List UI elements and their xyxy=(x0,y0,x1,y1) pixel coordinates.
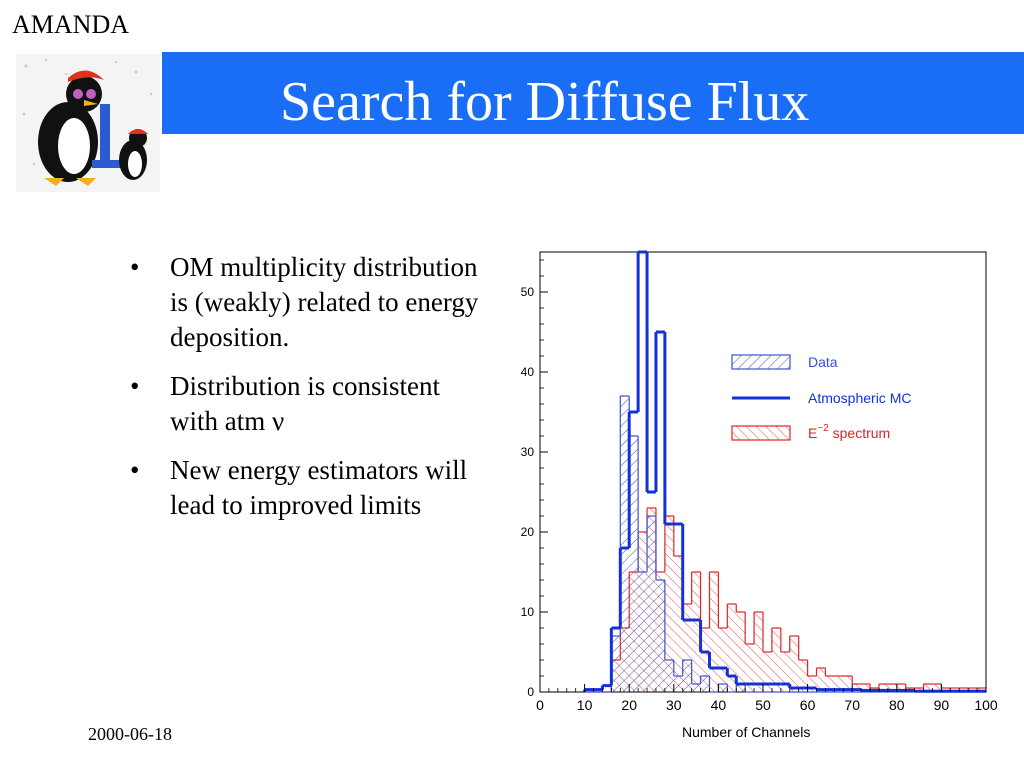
x-tick-label: 20 xyxy=(621,697,637,713)
x-tick-label: 40 xyxy=(711,697,727,713)
bullet-icon: • xyxy=(130,455,140,485)
bullet-item: • New energy estimators will lead to impr… xyxy=(130,453,490,523)
y-tick-label: 10 xyxy=(521,605,535,619)
y-tick-label: 20 xyxy=(521,525,535,539)
footer-date: 2000-06-18 xyxy=(88,724,172,744)
bullet-text: New energy estimators will lead to impro… xyxy=(170,455,468,520)
title-bar: Search for Diffuse Flux xyxy=(162,52,1024,134)
histogram-chart: 0 10 20 30 40 50 60 70 80 90 100 0 10 20 30 40 50 Data At… xyxy=(521,250,998,740)
atmospheric-mc-series xyxy=(583,250,986,693)
y-tick-label: 30 xyxy=(521,445,535,459)
legend-data-swatch xyxy=(731,354,791,370)
bullet-icon: • xyxy=(130,371,140,401)
x-tick-label: 70 xyxy=(844,697,860,713)
bullet-text: Distribution is consistent with atm ν xyxy=(170,371,440,436)
x-tick-label: 50 xyxy=(755,697,771,713)
legend-data-label: Data xyxy=(808,354,838,370)
legend-data: Data xyxy=(731,354,838,370)
legend-e2-spectrum-swatch xyxy=(731,425,791,441)
brand-label: AMANDA xyxy=(12,10,129,39)
x-tick-label: 80 xyxy=(889,697,905,713)
bullet-item: • Distribution is consistent with atm ν xyxy=(130,369,490,439)
x-tick-label: 100 xyxy=(974,697,998,713)
legend-e2-spectrum-label: E−2 spectrum xyxy=(808,423,890,441)
x-tick-label: 90 xyxy=(934,697,950,713)
x-tick-label: 60 xyxy=(800,697,816,713)
legend-atmospheric-mc: Atmospheric MC xyxy=(732,390,911,406)
y-tick-label: 40 xyxy=(521,365,535,379)
bullet-icon: • xyxy=(130,252,140,282)
x-axis-label: Number of Channels xyxy=(682,724,810,740)
bullet-text: OM multiplicity distribution is (weakly)… xyxy=(170,252,479,352)
bullet-list: • OM multiplicity distribution is (weakly… xyxy=(130,250,490,537)
bullet-item: • OM multiplicity distribution is (weakly… xyxy=(130,250,490,355)
x-tick-label: 0 xyxy=(536,697,544,713)
data-series-area xyxy=(584,396,986,692)
e2-spectrum-series-area xyxy=(584,508,986,692)
y-tick-label: 0 xyxy=(527,685,534,699)
legend-e2-spectrum: E−2 spectrum xyxy=(731,423,890,441)
y-tick-label: 50 xyxy=(521,285,535,299)
penguin-logo xyxy=(16,54,160,192)
x-tick-label: 30 xyxy=(666,697,682,713)
page-title: Search for Diffuse Flux xyxy=(280,71,810,133)
legend-atmospheric-mc-label: Atmospheric MC xyxy=(808,390,911,406)
x-tick-label: 10 xyxy=(577,697,593,713)
